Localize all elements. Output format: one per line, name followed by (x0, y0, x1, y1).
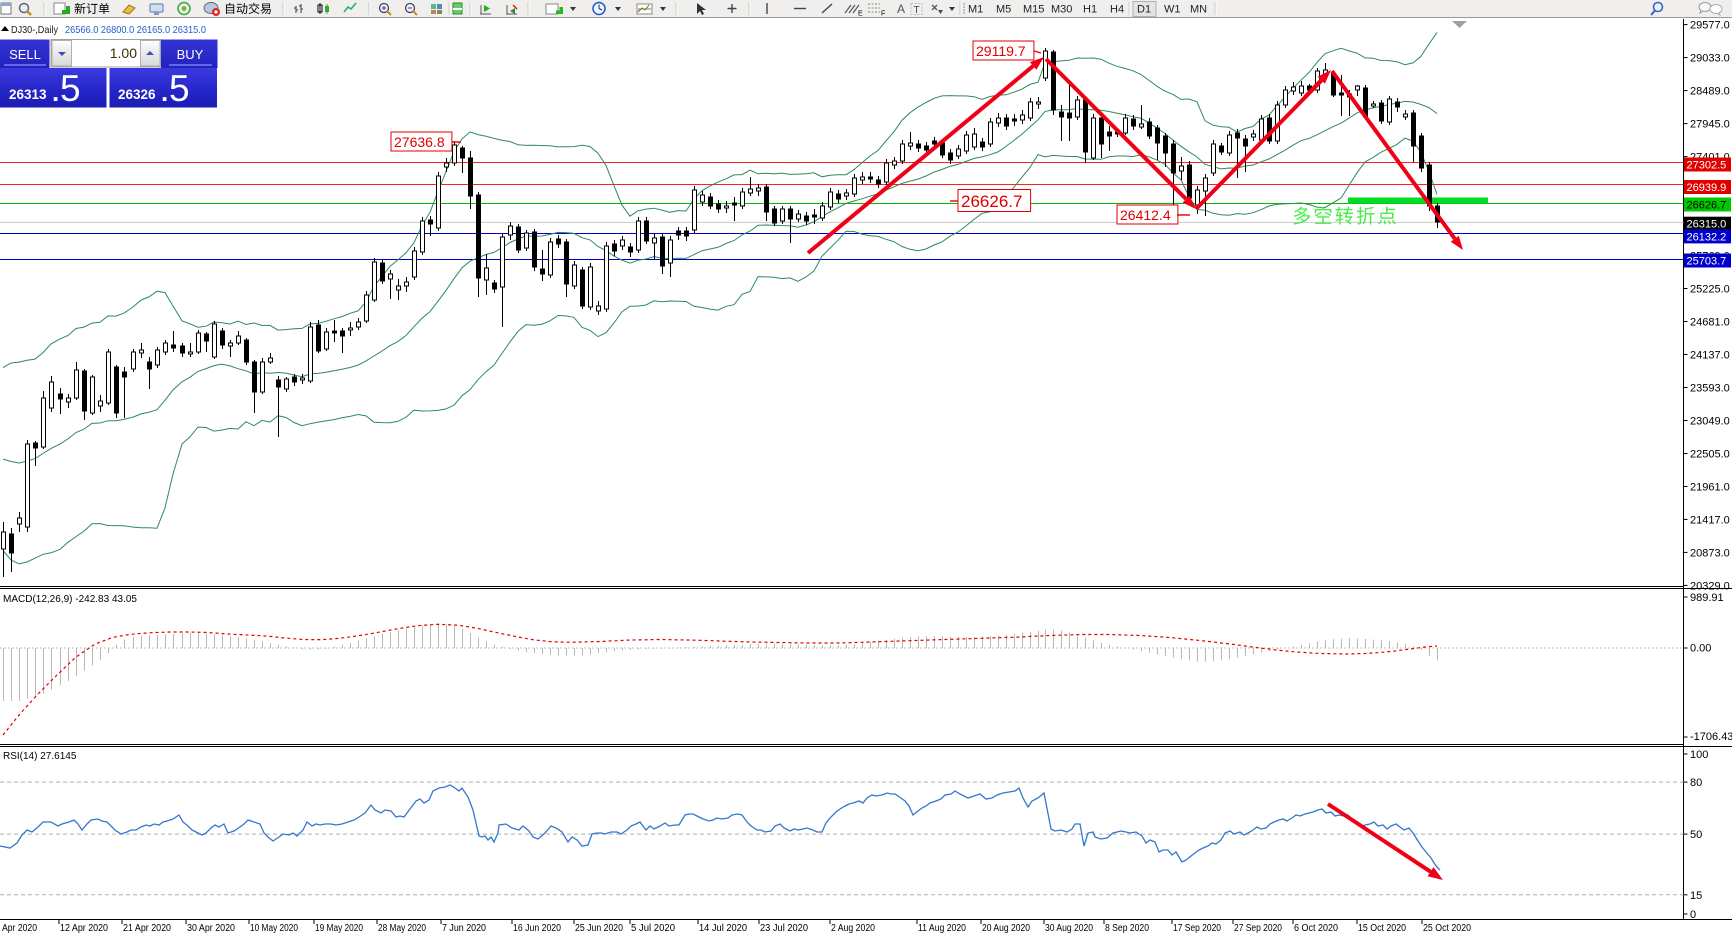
svg-text:30 Aug 2020: 30 Aug 2020 (1045, 923, 1093, 934)
svg-text:M15: M15 (1023, 4, 1044, 16)
svg-text:23593.0: 23593.0 (1690, 383, 1730, 395)
svg-text:8 Sep 2020: 8 Sep 2020 (1105, 923, 1149, 934)
svg-text:D1: D1 (1137, 4, 1151, 16)
svg-text:20329.0: 20329.0 (1690, 580, 1730, 592)
svg-text:16 Jun 2020: 16 Jun 2020 (513, 923, 561, 934)
svg-text:26566.0 26800.0 26165.0 26315.: 26566.0 26800.0 26165.0 26315.0 (65, 24, 206, 36)
svg-text:27 Sep 2020: 27 Sep 2020 (1234, 923, 1282, 934)
svg-text:H4: H4 (1110, 4, 1124, 16)
svg-text:30 Apr 2020: 30 Apr 2020 (187, 923, 235, 934)
svg-text:25703.7: 25703.7 (1687, 256, 1727, 268)
svg-text:21961.0: 21961.0 (1690, 482, 1730, 494)
svg-text:21417.0: 21417.0 (1690, 514, 1730, 526)
svg-text:100: 100 (1690, 749, 1708, 761)
svg-text:5: 5 (60, 68, 81, 109)
svg-text:26626.7: 26626.7 (1687, 200, 1727, 212)
svg-text:29033.0: 29033.0 (1690, 53, 1730, 65)
svg-text:E: E (858, 11, 863, 18)
svg-text:29119.7: 29119.7 (976, 43, 1026, 59)
svg-text:W1: W1 (1164, 4, 1181, 16)
svg-text:14 Jul 2020: 14 Jul 2020 (699, 923, 747, 934)
svg-text:MACD(12,26,9) -242.83 43.05: MACD(12,26,9) -242.83 43.05 (3, 594, 137, 605)
svg-text:27302.5: 27302.5 (1687, 160, 1727, 172)
svg-text:15 Oct 2020: 15 Oct 2020 (1358, 923, 1406, 934)
svg-text:80: 80 (1690, 777, 1702, 789)
svg-text:24137.0: 24137.0 (1690, 350, 1730, 362)
svg-text:.: . (161, 77, 168, 107)
svg-text:11 Aug 2020: 11 Aug 2020 (918, 923, 966, 934)
svg-text:28 May 2020: 28 May 2020 (378, 923, 426, 934)
svg-text:26939.9: 26939.9 (1687, 182, 1727, 194)
svg-text:24681.0: 24681.0 (1690, 317, 1730, 329)
svg-text:989.91: 989.91 (1690, 592, 1724, 604)
svg-text:Apr 2020: Apr 2020 (2, 923, 37, 934)
svg-text:25225.0: 25225.0 (1690, 284, 1730, 296)
svg-text:SELL: SELL (9, 47, 41, 62)
svg-text:0.00: 0.00 (1690, 643, 1711, 655)
svg-text:15: 15 (1690, 890, 1702, 902)
svg-text:M30: M30 (1051, 4, 1072, 16)
svg-text:23 Jul 2020: 23 Jul 2020 (760, 923, 808, 934)
svg-text:17 Sep 2020: 17 Sep 2020 (1173, 923, 1221, 934)
svg-text:BUY: BUY (177, 47, 204, 62)
svg-text:26132.2: 26132.2 (1687, 231, 1727, 243)
svg-text:7 Jun 2020: 7 Jun 2020 (442, 923, 486, 934)
svg-text:25 Jun 2020: 25 Jun 2020 (575, 923, 623, 934)
svg-text:29577.0: 29577.0 (1690, 20, 1730, 32)
svg-text:F: F (881, 11, 885, 18)
svg-text:DJ30-,Daily: DJ30-,Daily (11, 24, 59, 36)
svg-text:A: A (897, 2, 905, 16)
svg-text:26412.4: 26412.4 (1120, 207, 1171, 223)
svg-text:T: T (914, 5, 920, 16)
svg-text:50: 50 (1690, 829, 1702, 841)
svg-text:23049.0: 23049.0 (1690, 416, 1730, 428)
svg-text:M5: M5 (996, 4, 1011, 16)
svg-text:5: 5 (169, 68, 190, 109)
svg-text:26326: 26326 (118, 87, 156, 102)
svg-text:10 May 2020: 10 May 2020 (250, 923, 298, 934)
svg-text:27636.8: 27636.8 (394, 134, 445, 150)
svg-text:MN: MN (1190, 4, 1207, 16)
svg-text:H1: H1 (1083, 4, 1097, 16)
svg-text:22505.0: 22505.0 (1690, 449, 1730, 461)
svg-text:.: . (52, 77, 59, 107)
svg-text:2 Aug 2020: 2 Aug 2020 (831, 923, 875, 934)
svg-text:6 Oct 2020: 6 Oct 2020 (1294, 923, 1338, 934)
svg-text:0: 0 (1690, 909, 1696, 921)
svg-text:20 Aug 2020: 20 Aug 2020 (982, 923, 1030, 934)
svg-text:-1706.43: -1706.43 (1690, 731, 1732, 743)
svg-text:1.00: 1.00 (110, 45, 137, 61)
svg-text:26626.7: 26626.7 (961, 192, 1022, 211)
svg-text:RSI(14) 27.6145: RSI(14) 27.6145 (3, 751, 77, 762)
svg-text:26313: 26313 (9, 87, 47, 102)
svg-text:25 Oct 2020: 25 Oct 2020 (1423, 923, 1471, 934)
svg-text:5 Jul 2020: 5 Jul 2020 (631, 923, 675, 934)
svg-text:26315.0: 26315.0 (1687, 219, 1727, 231)
svg-text:M1: M1 (968, 4, 983, 16)
svg-text:21 Apr 2020: 21 Apr 2020 (123, 923, 171, 934)
svg-text:20873.0: 20873.0 (1690, 547, 1730, 559)
svg-text:27945.0: 27945.0 (1690, 119, 1730, 131)
svg-text:19 May 2020: 19 May 2020 (315, 923, 363, 934)
svg-text:12 Apr 2020: 12 Apr 2020 (60, 923, 108, 934)
svg-text:28489.0: 28489.0 (1690, 86, 1730, 98)
